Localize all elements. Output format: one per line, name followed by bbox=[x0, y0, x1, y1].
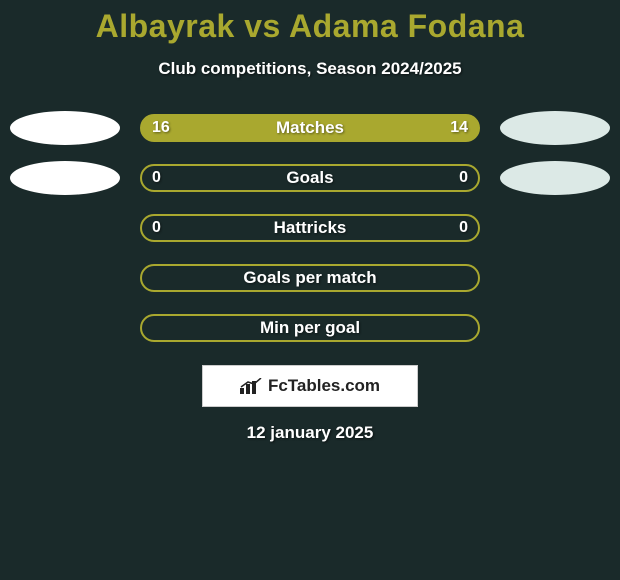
stat-bar: 16 Matches 14 bbox=[140, 114, 480, 142]
stat-value-right: 14 bbox=[450, 119, 468, 137]
stat-value-left: 0 bbox=[152, 169, 161, 187]
snapshot-date: 12 january 2025 bbox=[247, 423, 374, 443]
stat-row: Min per goal bbox=[0, 311, 620, 345]
player-left-badge bbox=[10, 111, 120, 145]
player-right-badge bbox=[500, 161, 610, 195]
stat-row: 0 Hattricks 0 bbox=[0, 211, 620, 245]
chart-icon bbox=[240, 378, 262, 394]
attribution-logo[interactable]: FcTables.com bbox=[202, 365, 418, 407]
stat-bar: Goals per match bbox=[140, 264, 480, 292]
stat-label: Goals per match bbox=[243, 268, 376, 288]
stat-row: Goals per match bbox=[0, 261, 620, 295]
page-title: Albayrak vs Adama Fodana bbox=[96, 8, 525, 45]
comparison-container: Albayrak vs Adama Fodana Club competitio… bbox=[0, 0, 620, 443]
stat-label: Matches bbox=[276, 118, 344, 138]
stat-row: 0 Goals 0 bbox=[0, 161, 620, 195]
attribution-text: FcTables.com bbox=[268, 376, 380, 396]
player-right-badge bbox=[500, 111, 610, 145]
stat-label: Goals bbox=[286, 168, 333, 188]
stat-value-left: 16 bbox=[152, 119, 170, 137]
stat-bar: Min per goal bbox=[140, 314, 480, 342]
stat-rows: 16 Matches 14 0 Goals 0 0 Hattricks 0 Goals per m… bbox=[0, 111, 620, 345]
stat-bar: 0 Hattricks 0 bbox=[140, 214, 480, 242]
stat-label: Min per goal bbox=[260, 318, 360, 338]
stat-label: Hattricks bbox=[274, 218, 347, 238]
stat-bar: 0 Goals 0 bbox=[140, 164, 480, 192]
page-subtitle: Club competitions, Season 2024/2025 bbox=[158, 59, 461, 79]
stat-value-right: 0 bbox=[459, 219, 468, 237]
player-left-badge bbox=[10, 161, 120, 195]
stat-value-right: 0 bbox=[459, 169, 468, 187]
stat-row: 16 Matches 14 bbox=[0, 111, 620, 145]
stat-value-left: 0 bbox=[152, 219, 161, 237]
